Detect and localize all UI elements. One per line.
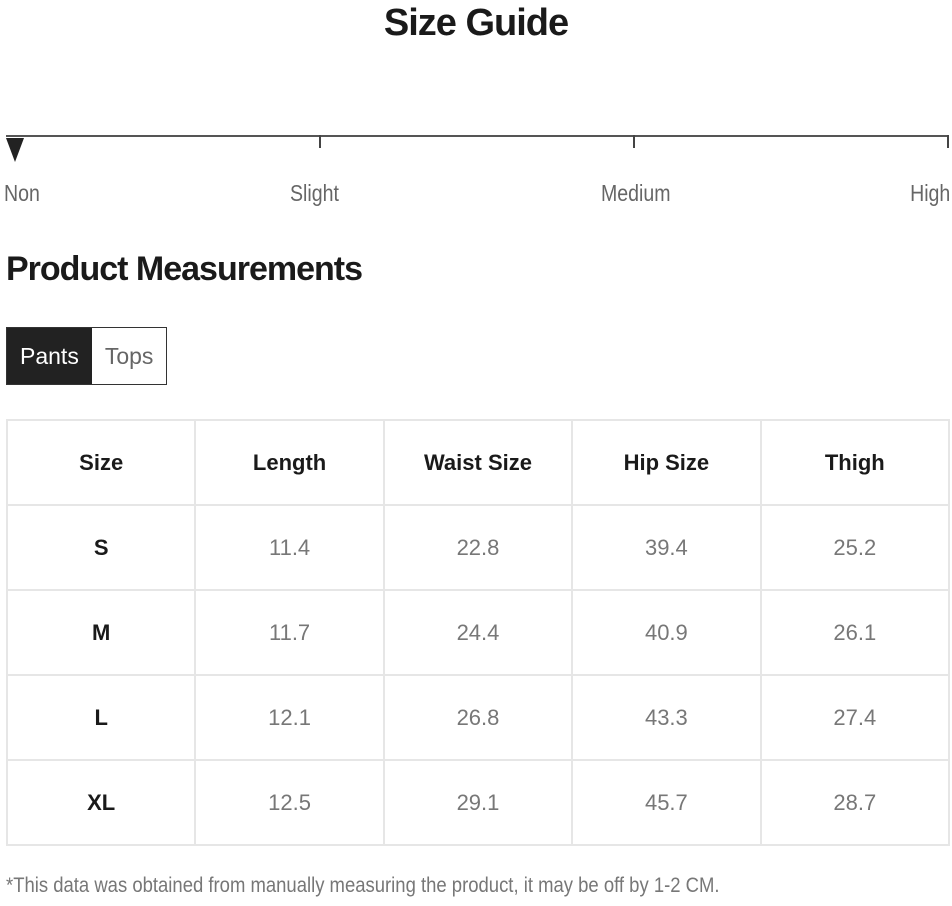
- cell-waist: 22.8: [382, 504, 574, 591]
- table-row: M 11.7 24.4 40.9 26.1: [5, 589, 951, 676]
- cell-length: 11.7: [194, 589, 385, 676]
- cell-hip: 39.4: [571, 504, 762, 591]
- table-row: S 11.4 22.8 39.4 25.2: [5, 504, 951, 591]
- stretch-level-medium: Medium: [601, 180, 671, 206]
- stretch-level-non: Non: [4, 180, 40, 206]
- stretch-level-high: High: [909, 180, 950, 206]
- cell-waist: 26.8: [382, 674, 574, 761]
- measurements-table: Size Length Waist Size Hip Size Thigh S …: [5, 419, 951, 846]
- measurement-disclaimer: *This data was obtained from manually me…: [6, 874, 720, 897]
- table-row: L 12.1 26.8 43.3 27.4: [5, 674, 951, 761]
- stretch-marker-icon: [6, 138, 24, 162]
- header-waist-size: Waist Size: [382, 419, 574, 506]
- category-tabs: Pants Tops: [6, 327, 168, 385]
- cell-hip: 45.7: [571, 759, 762, 846]
- table-row: XL 12.5 29.1 45.7 28.7: [5, 759, 951, 846]
- header-size: Size: [5, 419, 197, 506]
- cell-thigh: 28.7: [759, 759, 951, 846]
- cell-thigh: 25.2: [759, 504, 951, 591]
- cell-thigh: 27.4: [759, 674, 951, 761]
- tab-pants[interactable]: Pants: [7, 328, 92, 384]
- cell-size: L: [5, 674, 197, 761]
- header-thigh: Thigh: [759, 419, 951, 506]
- page-title: Size Guide: [383, 2, 569, 44]
- header-hip-size: Hip Size: [571, 419, 762, 506]
- scale-tick: [319, 135, 321, 148]
- cell-length: 12.1: [194, 674, 385, 761]
- section-title: Product Measurements: [6, 250, 363, 288]
- cell-hip: 40.9: [571, 589, 762, 676]
- cell-size: M: [5, 589, 197, 676]
- cell-hip: 43.3: [571, 674, 762, 761]
- cell-length: 12.5: [194, 759, 385, 846]
- cell-length: 11.4: [194, 504, 385, 591]
- stretch-level-slight: Slight: [290, 180, 339, 206]
- tab-tops[interactable]: Tops: [91, 328, 167, 384]
- header-length: Length: [194, 419, 385, 506]
- scale-tick: [947, 135, 949, 148]
- cell-thigh: 26.1: [759, 589, 951, 676]
- table-header-row: Size Length Waist Size Hip Size Thigh: [5, 419, 951, 506]
- cell-size: XL: [5, 759, 197, 846]
- cell-waist: 24.4: [382, 589, 574, 676]
- cell-waist: 29.1: [382, 759, 574, 846]
- stretch-scale: [6, 135, 949, 148]
- scale-tick: [633, 135, 635, 148]
- cell-size: S: [5, 504, 197, 591]
